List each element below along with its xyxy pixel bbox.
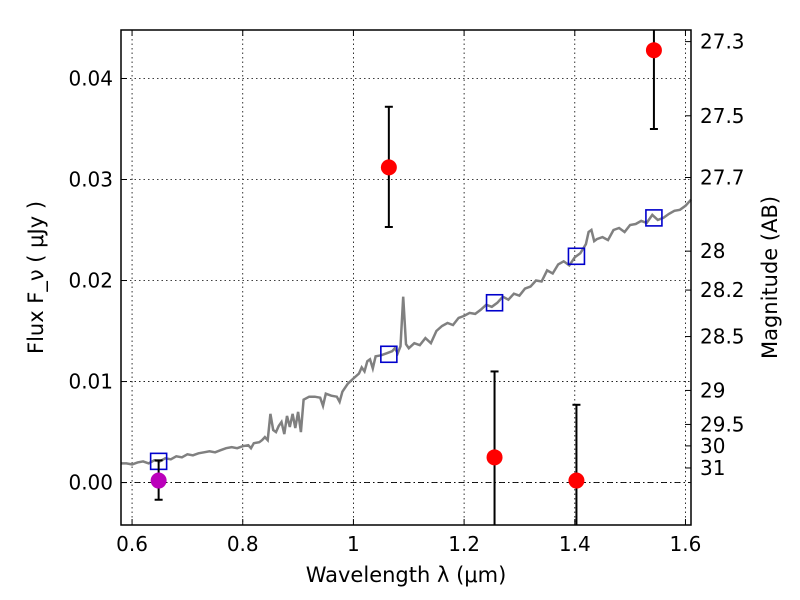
data-layer [121,30,692,525]
model-band-square [645,209,663,227]
model-band-square [485,293,504,312]
right-tick-label: 29.5 [700,412,745,436]
right-tick-label: 28.2 [700,278,745,302]
photometry-point [150,472,167,489]
photometry-point [645,42,662,59]
right-tick-label: 27.5 [700,104,745,128]
right-tick-label: 28.5 [700,325,745,349]
x-tick-label: 1 [347,532,360,556]
x-axis-label: Wavelength λ (μm) [306,563,507,587]
y-tick-label: 0.01 [68,370,113,394]
y-tick-label: 0.00 [68,471,113,495]
x-tick-label: 0.6 [116,532,148,556]
x-tick-label: 1.2 [448,532,480,556]
photometry-point [486,449,503,466]
right-tick-label: 28 [700,239,725,263]
model-spectrum-line [121,198,692,466]
x-tick-label: 1.6 [670,532,702,556]
plot-frame [120,29,692,526]
y-tick-label: 0.02 [68,269,113,293]
right-tick-label: 29 [700,378,725,402]
model-band-square [380,345,398,364]
right-tick-label: 27.3 [700,30,745,54]
y-axis-label: Flux F_ν ( μJy ) [24,201,49,354]
x-tick-label: 0.8 [227,532,259,556]
right-axis-label: Magnitude (AB) [758,196,782,359]
right-tick-label: 31 [700,456,725,480]
x-tick-label: 1.4 [559,532,591,556]
photometry-point [380,159,397,176]
tick-layer: 0.6 0.8 1 1.2 1.4 1.6 0.00 0.01 0.02 0.03 0.04 27.3… [68,30,744,556]
right-tick-label: 27.7 [700,165,745,189]
model-band-square [567,247,586,266]
photometry-point [568,472,585,489]
y-tick-label: 0.04 [68,66,113,90]
right-tick-label: 30 [700,434,725,458]
y-tick-label: 0.03 [68,168,113,192]
